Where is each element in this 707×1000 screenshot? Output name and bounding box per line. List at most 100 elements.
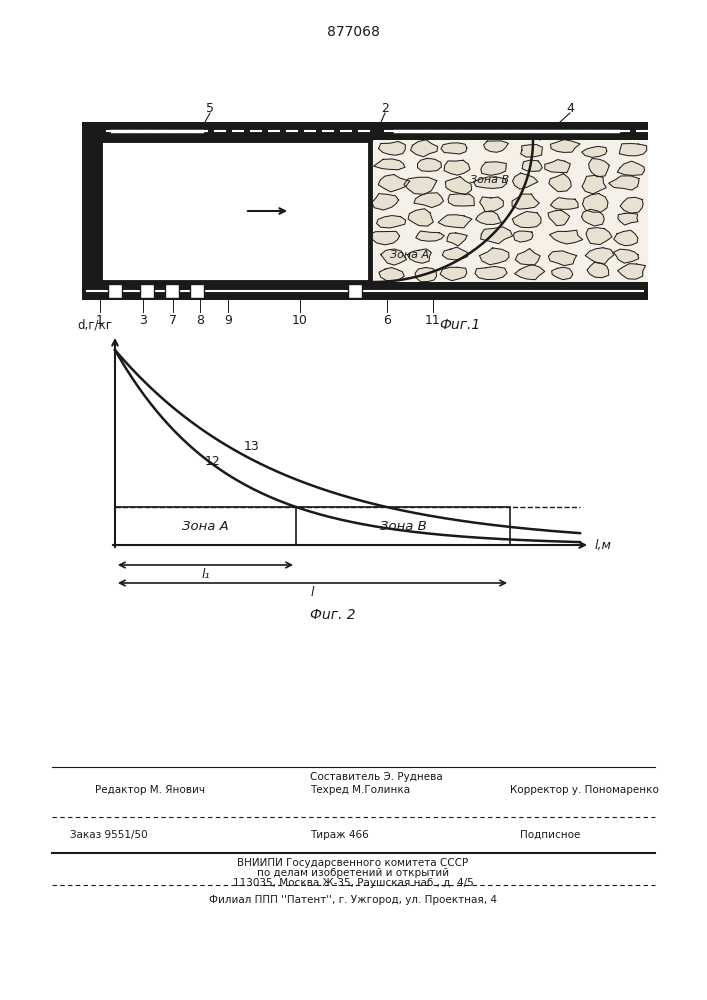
Polygon shape [479,248,509,265]
Bar [373,140,648,282]
Polygon shape [444,160,470,175]
Polygon shape [582,209,604,226]
Polygon shape [587,262,609,278]
Bar [140,284,154,298]
Polygon shape [617,161,645,175]
Polygon shape [369,231,399,245]
Text: 5: 5 [206,102,214,114]
Polygon shape [448,194,474,206]
Polygon shape [614,249,638,263]
Polygon shape [582,175,607,194]
Polygon shape [484,141,508,152]
Polygon shape [620,197,643,213]
Polygon shape [408,209,433,226]
Bar [100,140,370,282]
Text: 4: 4 [566,102,574,114]
Text: Подписное: Подписное [520,830,580,840]
Text: 113035, Москва Ж-35, Раушская наб., д. 4/5: 113035, Москва Ж-35, Раушская наб., д. 4… [233,878,474,888]
Polygon shape [551,198,578,209]
Text: Зона В: Зона В [380,520,426,532]
Polygon shape [522,160,542,171]
Polygon shape [515,249,540,265]
Text: ВНИИПИ Государсвенного комитета СССР: ВНИИПИ Государсвенного комитета СССР [238,858,469,868]
Polygon shape [476,211,501,224]
Polygon shape [407,249,431,263]
Polygon shape [447,233,467,246]
Polygon shape [551,267,573,280]
Bar [115,507,510,545]
Polygon shape [481,162,506,175]
Text: 10: 10 [292,314,308,327]
Bar [82,282,648,300]
Polygon shape [513,173,538,189]
Text: 877068: 877068 [327,25,380,39]
Text: Составитель Э. Руднева: Составитель Э. Руднева [310,772,443,782]
Polygon shape [441,143,467,154]
Text: l₁: l₁ [201,568,210,581]
Polygon shape [379,268,404,281]
Polygon shape [512,194,539,209]
Polygon shape [514,231,533,242]
Polygon shape [609,176,639,190]
Text: Зона B: Зона B [470,175,510,185]
Polygon shape [586,228,612,245]
Text: Техред М.Голинка: Техред М.Голинка [310,785,410,795]
Polygon shape [583,194,608,212]
Polygon shape [549,251,577,266]
Text: 2: 2 [381,102,389,114]
Text: 6: 6 [383,314,391,327]
Text: по делам изобретений и открытий: по делам изобретений и открытий [257,868,449,878]
Polygon shape [520,145,542,157]
Polygon shape [411,140,438,157]
Polygon shape [481,227,513,244]
Bar [165,284,179,298]
Polygon shape [372,194,399,210]
Text: Заказ 9551/50: Заказ 9551/50 [70,830,148,840]
Polygon shape [618,264,645,279]
Polygon shape [582,146,607,157]
Polygon shape [440,267,467,281]
Bar [348,284,362,298]
Polygon shape [473,177,507,188]
Polygon shape [515,264,545,280]
Text: 12: 12 [204,455,221,468]
Text: Зона А: Зона А [182,520,229,532]
Text: 7: 7 [169,314,177,327]
Text: l: l [311,586,314,599]
Polygon shape [373,159,405,170]
Polygon shape [378,175,410,192]
Text: 8: 8 [196,314,204,327]
Polygon shape [585,248,614,264]
Bar [190,284,204,298]
Text: 1: 1 [96,314,104,327]
Bar [82,122,648,140]
Text: Филиал ППП ''Патент'', г. Ужгород, ул. Проектная, 4: Филиал ППП ''Патент'', г. Ужгород, ул. П… [209,895,497,905]
Polygon shape [549,174,571,192]
Text: Фuг. 2: Фuг. 2 [310,608,356,622]
Polygon shape [475,266,507,280]
Text: 13: 13 [243,440,259,453]
Polygon shape [551,140,580,152]
Text: Зона А: Зона А [390,250,430,260]
Bar [82,122,100,300]
Polygon shape [443,247,467,260]
Polygon shape [548,210,570,226]
Text: Тираж 466: Тираж 466 [310,830,369,840]
Text: d,г/кг: d,г/кг [77,319,112,332]
Polygon shape [589,159,609,177]
Polygon shape [619,144,647,156]
Text: Корректор у. Пономаренко: Корректор у. Пономаренко [510,785,659,795]
Text: l,м: l,м [595,538,612,552]
Polygon shape [618,213,638,225]
Polygon shape [404,177,437,194]
Polygon shape [415,268,436,282]
Polygon shape [414,193,443,208]
Polygon shape [513,211,541,228]
Polygon shape [381,249,407,265]
Text: 9: 9 [224,314,232,327]
Polygon shape [417,158,441,171]
Text: 3: 3 [139,314,147,327]
Text: 11: 11 [425,314,441,327]
Polygon shape [614,230,638,246]
Text: Фuг.1: Фuг.1 [439,318,481,332]
